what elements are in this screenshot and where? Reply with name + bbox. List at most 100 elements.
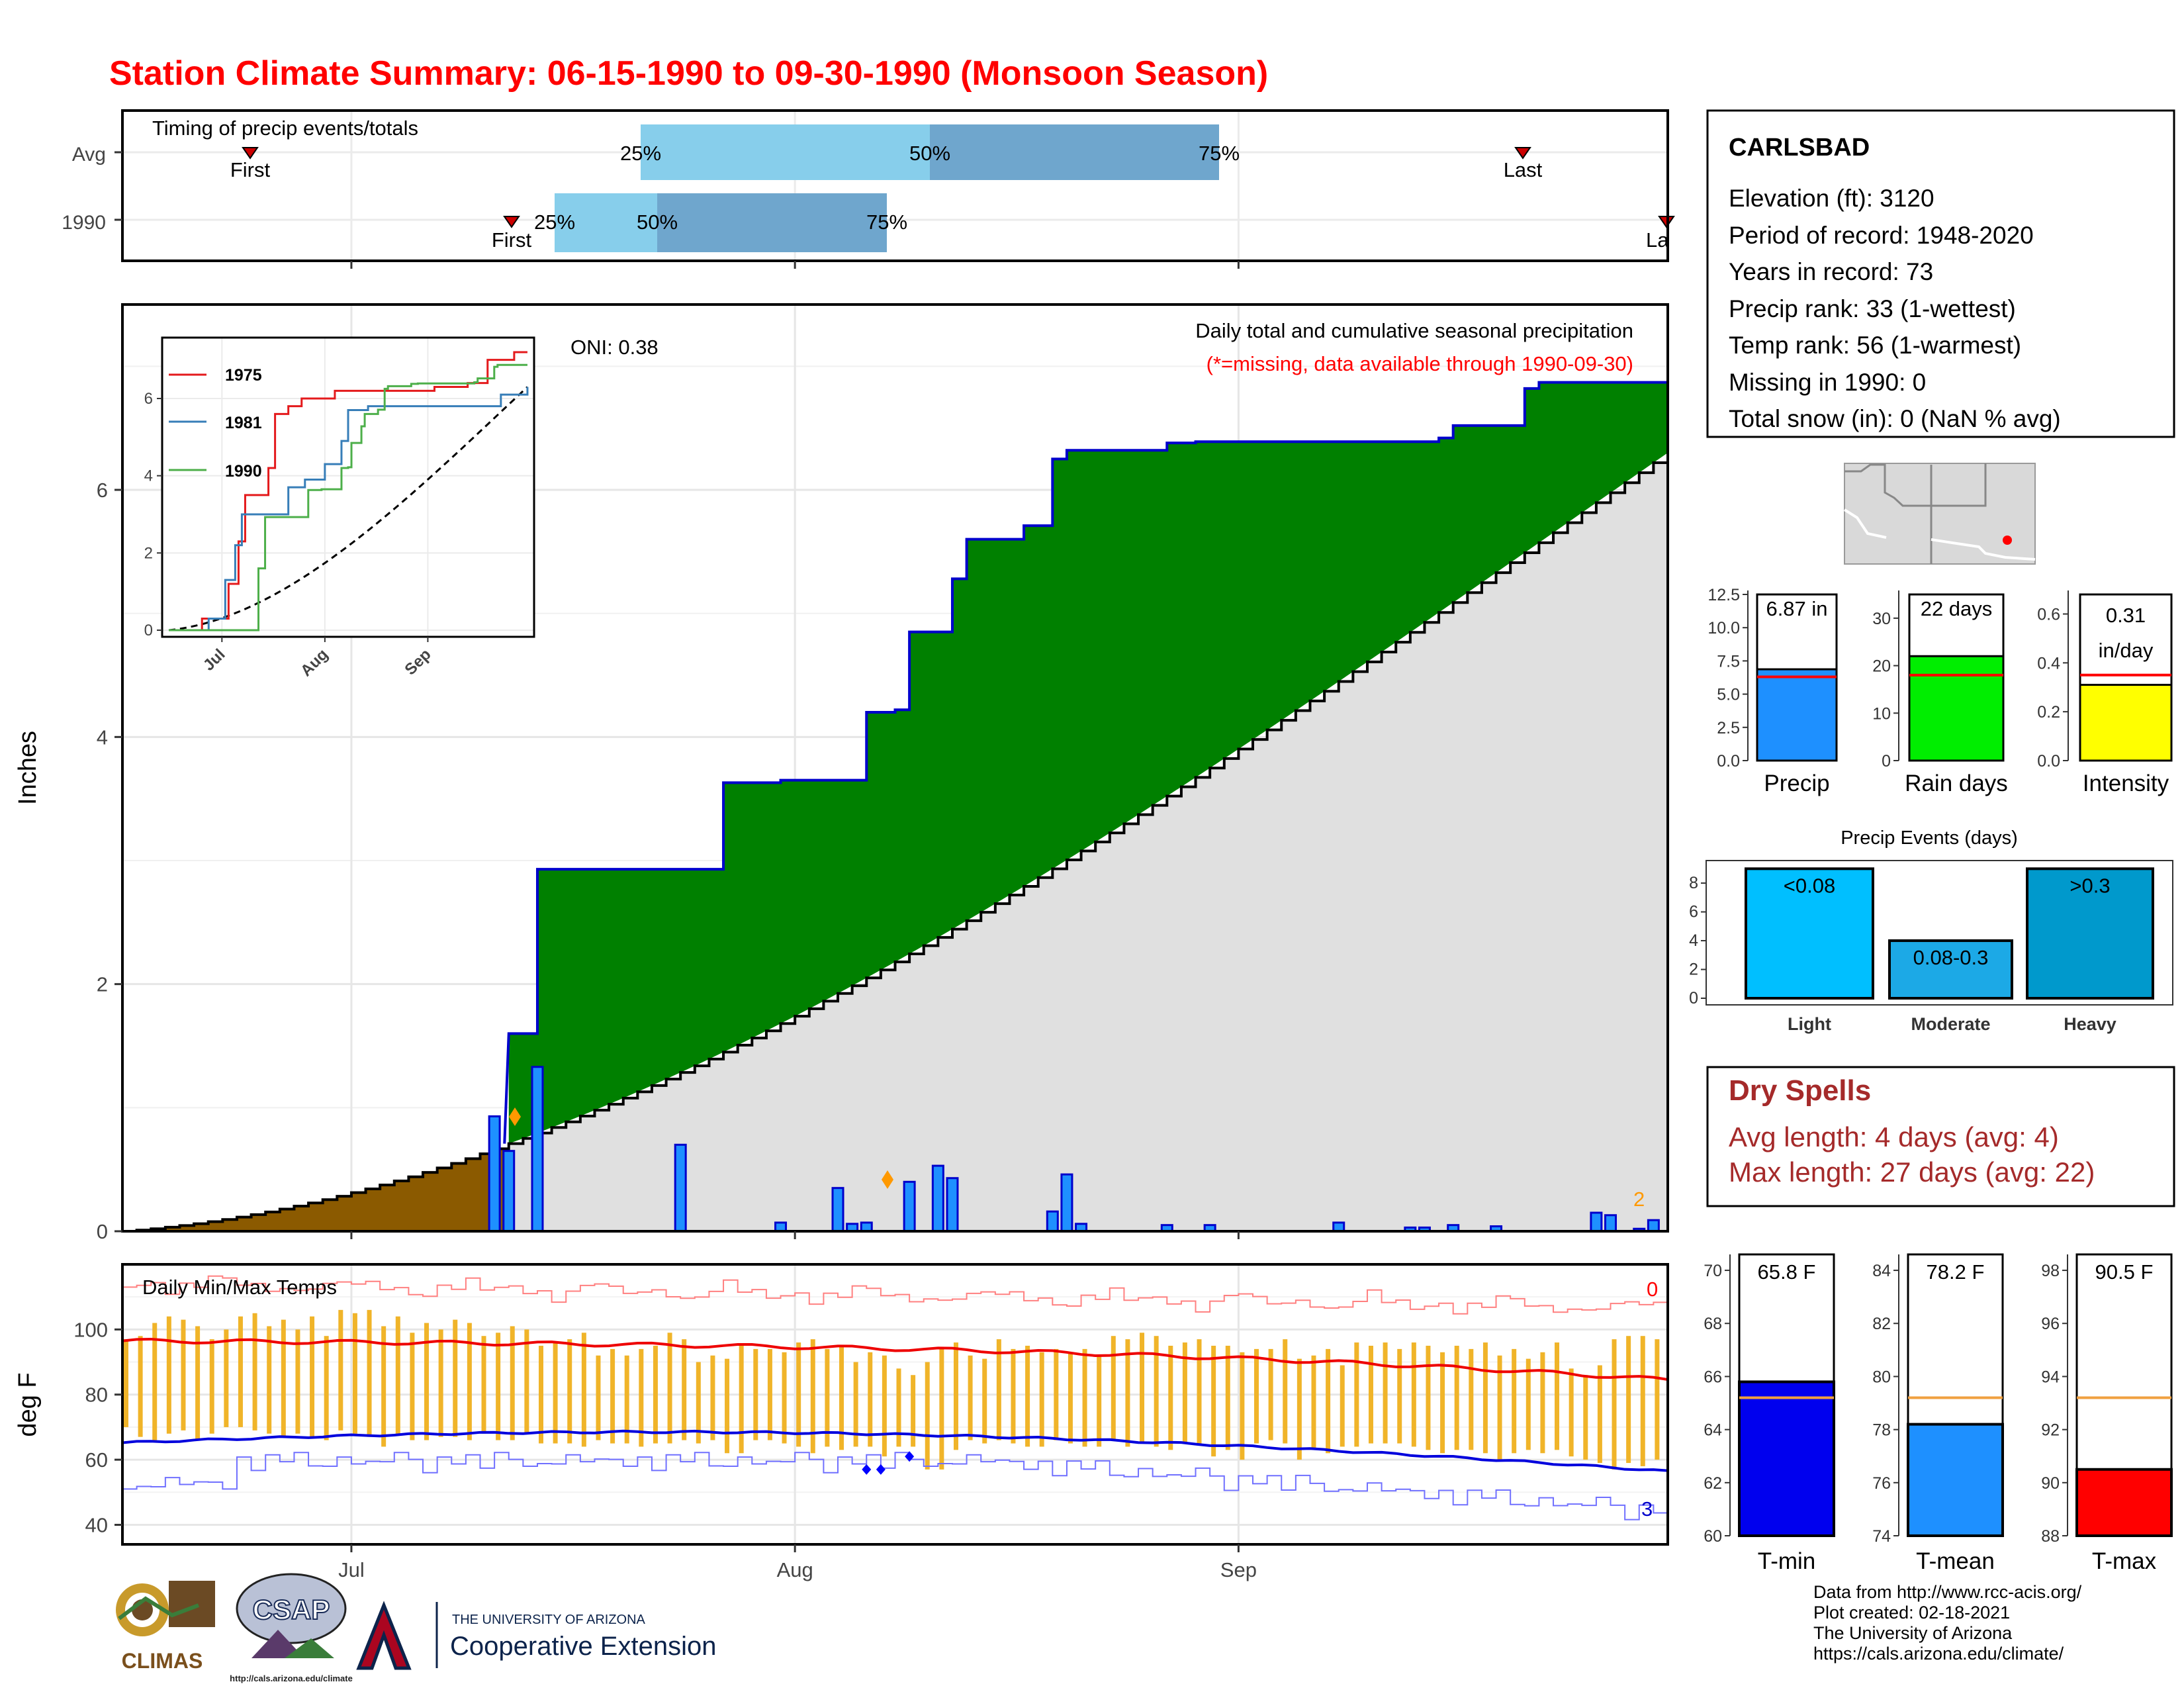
daily-temp-bar <box>1354 1342 1359 1447</box>
daily-temp-bar <box>1311 1355 1316 1450</box>
station-period: Period of record: 1948-2020 <box>1729 222 2034 249</box>
tmin-summary-bar-tick-label: 68 <box>1704 1315 1722 1333</box>
precip-events-chart: Precip Events (days) 0 2 4 6 8 <0.08 Light 0.08-… <box>1689 827 2173 1034</box>
daily-precip-bar <box>931 1164 944 1231</box>
timing-row-year: 1990 <box>62 212 106 234</box>
events-tick-label: 0 <box>1689 989 1698 1008</box>
daily-temp-bar <box>968 1355 973 1440</box>
footer-line: Plot created: 02-18-2021 <box>1813 1603 2011 1622</box>
daily-precip-bar <box>1332 1221 1345 1231</box>
daily-temp-bar <box>352 1313 357 1434</box>
intensity-summary-unit: in/day <box>2099 639 2154 662</box>
precip-panel: 0 2 4 6 Daily total and cumulative seasonal… <box>14 303 1669 1243</box>
temps-y-tick-label: 100 <box>73 1318 108 1341</box>
station-location-icon <box>2003 536 2012 545</box>
daily-temp-bar <box>1197 1339 1202 1444</box>
daily-precip-bar <box>1604 1214 1617 1231</box>
precip-events-title: Precip Events (days) <box>1841 827 2018 849</box>
daily-temp-bar <box>810 1339 815 1454</box>
avg-last-marker-icon <box>1514 147 1531 160</box>
daily-temp-bar <box>610 1348 615 1444</box>
daily-temp-bar <box>996 1339 1001 1440</box>
temps-y-tick-label: 80 <box>85 1383 108 1407</box>
daily-temp-bar <box>567 1339 572 1444</box>
daily-temp-bar <box>1454 1345 1459 1450</box>
intensity-summary-bar-fill <box>2079 684 2173 762</box>
daily-temp-bar <box>324 1336 329 1440</box>
daily-precip-bar <box>903 1180 916 1231</box>
daily-temp-bar <box>739 1345 744 1454</box>
daily-temp-bar <box>310 1316 315 1437</box>
tmin-summary-bar-value: 65.8 F <box>1758 1260 1816 1284</box>
daily-temp-bar <box>553 1342 558 1444</box>
footer-line: The University of Arizona <box>1813 1623 2013 1643</box>
daily-temp-bar <box>1068 1352 1073 1444</box>
daily-temp-bar <box>796 1342 801 1447</box>
avg-first-label: First <box>230 158 271 181</box>
daily-temp-bar <box>1525 1358 1531 1450</box>
station-precip-rank: Precip rank: 33 (1-wettest) <box>1729 295 2016 322</box>
events-tick-label: 4 <box>1689 931 1698 950</box>
temps-x-tick-label: Aug <box>777 1558 813 1581</box>
inset-y-tick-label: 0 <box>144 622 153 639</box>
raindays-summary-bar-fill <box>1908 655 2005 762</box>
tmean-summary-bar-value: 78.2 F <box>1927 1260 1985 1284</box>
daily-temp-bar <box>1540 1352 1545 1454</box>
raindays-summary-bar: 0 10 20 30 22 days Rain days <box>1872 590 2008 796</box>
avg-min-line <box>122 1429 1668 1472</box>
daily-temp-bar <box>481 1336 486 1434</box>
daily-temp-bar <box>367 1309 372 1437</box>
events-bar-label: 0.08-0.3 <box>1913 946 1989 969</box>
tmean-summary-bar: 74 76 78 80 82 84 78.2 F T-mean <box>1872 1253 2004 1574</box>
temps-heading: Daily Min/Max Temps <box>142 1276 337 1299</box>
climas-logo-text: CLIMAS <box>122 1649 203 1673</box>
dry-spells-max: Max length: 27 days (avg: 22) <box>1729 1156 2095 1188</box>
precip-summary-bar-fill <box>1756 668 1838 762</box>
ua-logo: THE UNIVERSITY OF ARIZONA Cooperative Ex… <box>356 1601 716 1670</box>
daily-precip-bar <box>831 1187 844 1231</box>
daily-temp-bar <box>424 1323 430 1440</box>
daily-temp-bar <box>1168 1345 1173 1450</box>
avg-p75-label: 75% <box>1199 142 1240 165</box>
precip-summary-label: Precip <box>1764 771 1829 796</box>
raindays-summary-bar-tick-label: 30 <box>1872 610 1891 628</box>
daily-temp-bar <box>1411 1342 1416 1447</box>
csap-logo: CSAP http://cals.arizona.edu/climate <box>230 1573 353 1683</box>
avg-max-line <box>122 1337 1668 1382</box>
tmin-summary-bar-tick-label: 66 <box>1704 1368 1722 1386</box>
daily-temp-bar <box>596 1355 601 1440</box>
daily-temp-bar <box>1039 1352 1044 1447</box>
deficit-area <box>122 1143 509 1231</box>
daily-temp-bar <box>1125 1339 1130 1447</box>
daily-temp-bar <box>1512 1348 1517 1454</box>
daily-temp-bar <box>453 1319 458 1437</box>
tmean-summary-bar-tick-label: 82 <box>1872 1315 1891 1333</box>
events-bar-moderate <box>1888 939 2013 1000</box>
daily-precip-bar <box>1060 1173 1073 1231</box>
daily-temp-bar <box>209 1339 214 1434</box>
precip-y-tick-label: 2 <box>97 973 108 996</box>
daily-temp-bar <box>1326 1348 1331 1454</box>
precip-summary-value: 6.87 in <box>1766 597 1827 620</box>
daily-temp-bar <box>496 1333 501 1440</box>
missing-marker-icon <box>509 1107 521 1126</box>
daily-temp-bar <box>782 1352 787 1444</box>
timing-row-avg: Avg <box>72 144 106 165</box>
dry-spells-title: Dry Spells <box>1729 1074 1871 1107</box>
intensity-summary-bar-tick-label: 0.4 <box>2037 654 2060 673</box>
inset-legend: 1975 1981 1990 <box>169 366 262 481</box>
record-high-count: 0 <box>1647 1278 1658 1301</box>
tmean-summary-bar-tick-label: 76 <box>1872 1474 1891 1493</box>
tmean-summary-bar-tick-label: 80 <box>1872 1368 1891 1386</box>
ua-logo-small-text: THE UNIVERSITY OF ARIZONA <box>452 1613 646 1627</box>
avg-first-marker-icon <box>242 147 259 160</box>
daily-temp-bar <box>753 1348 758 1440</box>
temps-y-tick-label: 60 <box>85 1448 108 1472</box>
oni-label: ONI: 0.38 <box>570 336 659 359</box>
year-first-label: First <box>492 228 532 252</box>
precip-summary-bar-tick-label: 0.0 <box>1717 752 1740 771</box>
tmean-summary-bar-fill <box>1907 1423 2004 1537</box>
avg-cumulative-line <box>122 453 1668 1231</box>
daily-temp-bar <box>438 1329 443 1437</box>
